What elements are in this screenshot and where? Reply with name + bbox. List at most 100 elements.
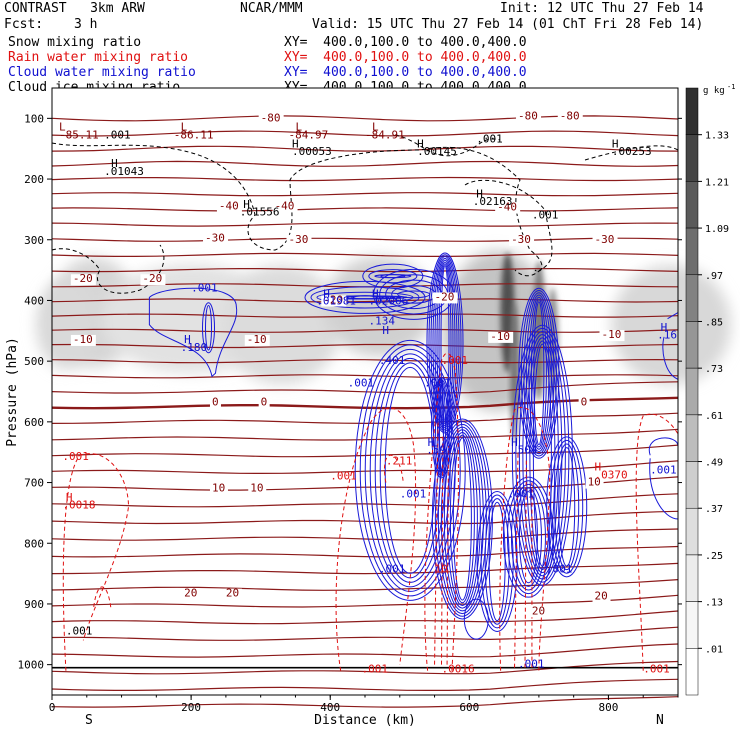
contour-value-label: .01043 <box>104 165 144 178</box>
contour-value-label: .001 <box>643 663 670 676</box>
temperature-contour-line <box>51 610 679 625</box>
temperature-label: -80 <box>518 110 538 123</box>
temperature-label: -20 <box>323 293 343 306</box>
contour-value-label: .00053 <box>292 145 332 158</box>
temperature-contour-line <box>51 374 679 379</box>
contour-value-label: .001 <box>532 209 559 222</box>
temperature-contour-line <box>51 160 679 167</box>
temperature-label-bg <box>599 330 625 342</box>
contour-value-label: .401 <box>379 354 406 367</box>
temperature-contour-line <box>51 358 679 364</box>
temperature-label: 20 <box>532 604 545 617</box>
contour-value-label: .001 <box>348 377 375 390</box>
temperature-contour-line <box>51 626 679 641</box>
cloud-ice-contour <box>51 244 165 294</box>
contour-value-label: .001 <box>362 663 389 676</box>
temperature-contour-line <box>51 396 679 410</box>
cloud-water-contour <box>446 431 478 606</box>
colorbar-tick-label: .13 <box>705 598 723 609</box>
cloud-ice-contour <box>51 142 543 272</box>
contour-value-label: .180 <box>181 341 208 354</box>
cloud-water-contour <box>380 274 406 279</box>
contour-value-label: H <box>595 460 602 473</box>
contour-value-label: .001 <box>650 463 677 476</box>
cloud-water-contour <box>522 334 563 577</box>
cloud-ice-contours <box>51 134 679 294</box>
contour-value-label: .001 <box>400 488 427 501</box>
cloud-water-contour <box>354 339 466 601</box>
temperature-contour-line <box>51 594 679 608</box>
cloud-water-contour <box>352 295 378 300</box>
x-tick-label: 600 <box>459 701 479 714</box>
temperature-label: -30 <box>205 232 225 245</box>
field-xy-cloud-water: XY= 400.0,100.0 to 400.0,400.0 <box>284 65 527 80</box>
colorbar-segment <box>685 321 699 369</box>
colorbar-segment <box>685 274 699 322</box>
contour-value-label: H <box>184 333 191 346</box>
temperature-contour-line <box>51 579 679 591</box>
temperature-label: -10 <box>73 333 93 346</box>
contour-value-label: .01981 <box>316 295 356 308</box>
contour-value-label: L <box>372 120 379 133</box>
temperature-contour-line <box>51 696 679 708</box>
contour-value-label: H <box>243 198 250 211</box>
contour-value-label: -85.11 <box>59 128 99 141</box>
contour-value-label: H <box>111 157 118 170</box>
contour-value-label: .001 <box>66 624 93 637</box>
temperature-label: -80 <box>560 110 580 123</box>
forecast-hour: 3 h <box>74 17 98 32</box>
cloud-water-contour <box>452 437 472 601</box>
x-axis-south-label: S <box>85 713 93 728</box>
contour-value-label: .0018 <box>62 499 95 512</box>
temperature-label-bg <box>140 274 166 286</box>
cloud-water-contour <box>428 254 462 432</box>
temperature-contour-line <box>51 252 679 257</box>
x-tick-label: 0 <box>49 701 56 714</box>
temperature-contours <box>51 115 679 708</box>
temperature-label-bg <box>244 334 270 346</box>
cloud-water-contour <box>430 256 460 430</box>
contour-value-label: H <box>323 287 330 300</box>
contour-value-label: .597 <box>426 443 453 456</box>
temperature-label: -40 <box>275 199 295 212</box>
cloud-water-contour <box>431 377 453 479</box>
contour-value-label: .001 <box>191 281 218 294</box>
cloud-water-contour <box>431 418 493 620</box>
contour-value-label: H <box>476 187 483 200</box>
colorbar-segment <box>685 134 699 182</box>
contour-value-label: H <box>661 321 668 334</box>
contour-value-label: .001 <box>104 128 130 141</box>
temperature-label-bg <box>209 397 221 409</box>
snow-core <box>532 260 545 401</box>
cloud-water-contour <box>432 257 458 429</box>
colorbar-unit: g kg <box>703 86 725 96</box>
temperature-label: 0 <box>581 395 588 408</box>
temperature-contour-line <box>51 678 679 691</box>
contour-value-label: .00145 <box>417 145 457 158</box>
colorbar-tick-label: .49 <box>705 458 723 469</box>
rain-water-contour <box>514 452 533 668</box>
y-tick-label: 200 <box>24 173 44 186</box>
contour-value-label: -86.11 <box>174 128 214 141</box>
temperature-label-bg <box>70 274 96 286</box>
colorbar-tick-label: .25 <box>705 551 723 562</box>
cloud-water-contour <box>434 421 490 617</box>
contour-value-label: .001 <box>62 450 89 463</box>
cloud-water-contour <box>374 357 446 583</box>
colorbar-tick-label: 1.09 <box>705 224 729 235</box>
colorbar-segment <box>685 414 699 462</box>
contour-value-label: .01556 <box>240 205 280 218</box>
contour-value-label: .001 <box>546 562 573 575</box>
temperature-label-bg <box>578 397 590 409</box>
temperature-label: 10 <box>212 482 225 495</box>
temperature-contour-line <box>51 192 679 197</box>
temperature-contour-line <box>51 493 679 508</box>
temperature-label: -20 <box>142 272 162 285</box>
rain-water-contours <box>62 352 679 671</box>
colorbar-segment <box>685 507 699 556</box>
temperature-contour-line <box>51 444 679 458</box>
cloud-water-contour <box>506 480 550 595</box>
colorbar-segment <box>685 181 699 229</box>
contour-value-label: H <box>66 491 73 504</box>
colorbar-segment <box>685 367 699 416</box>
